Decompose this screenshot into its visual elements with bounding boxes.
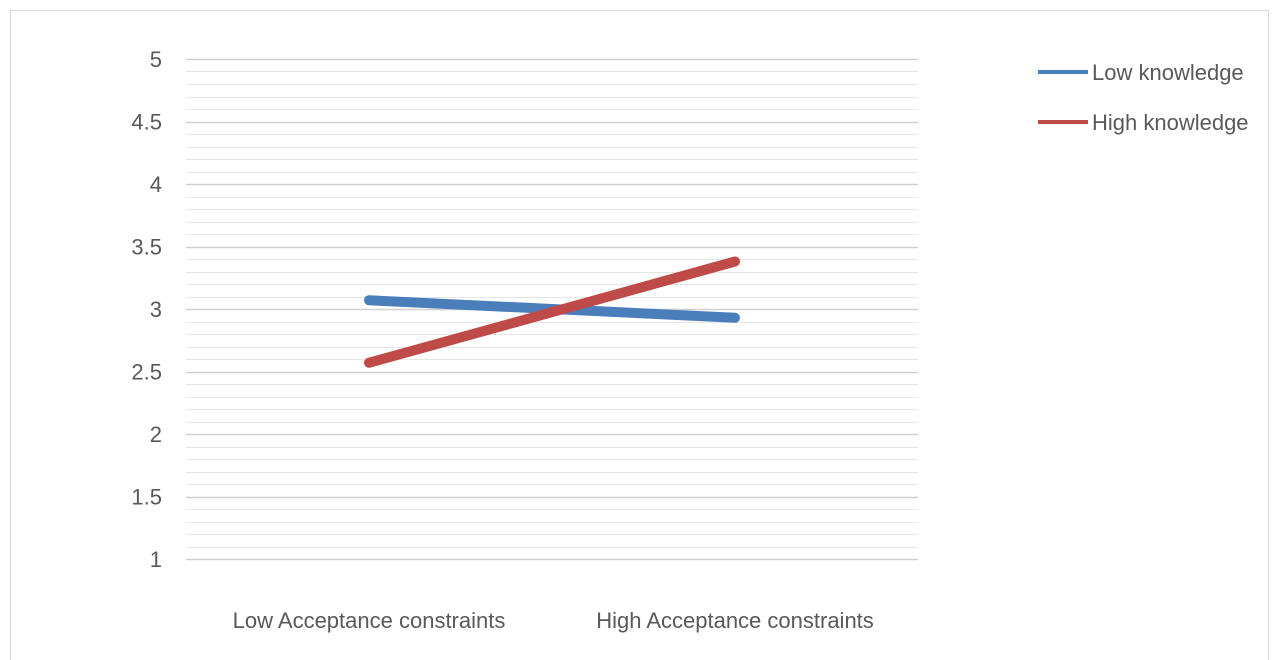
y-tick-label: 4.5 bbox=[131, 110, 162, 135]
legend-label: Low knowledge bbox=[1092, 60, 1244, 85]
x-tick-label: High Acceptance constraints bbox=[596, 608, 874, 633]
y-tick-label: 1.5 bbox=[131, 485, 162, 510]
y-tick-label: 1 bbox=[150, 547, 162, 572]
x-tick-label: Low Acceptance constraints bbox=[233, 608, 506, 633]
y-tick-label: 5 bbox=[150, 47, 162, 72]
y-tick-label: 2.5 bbox=[131, 360, 162, 385]
legend: Low knowledge High knowledge bbox=[1038, 60, 1249, 135]
series-lines bbox=[364, 256, 740, 368]
legend-label: High knowledge bbox=[1092, 110, 1249, 135]
y-axis-tick-labels: 5 4.5 4 3.5 3 2.5 2 1.5 1 bbox=[131, 47, 162, 572]
y-tick-label: 3 bbox=[150, 297, 162, 322]
series-line-high-knowledge bbox=[364, 256, 740, 368]
y-tick-label: 3.5 bbox=[131, 235, 162, 260]
y-tick-label: 4 bbox=[150, 172, 162, 197]
x-axis-tick-labels: Low Acceptance constraints High Acceptanc… bbox=[233, 608, 874, 633]
y-tick-label: 2 bbox=[150, 422, 162, 447]
